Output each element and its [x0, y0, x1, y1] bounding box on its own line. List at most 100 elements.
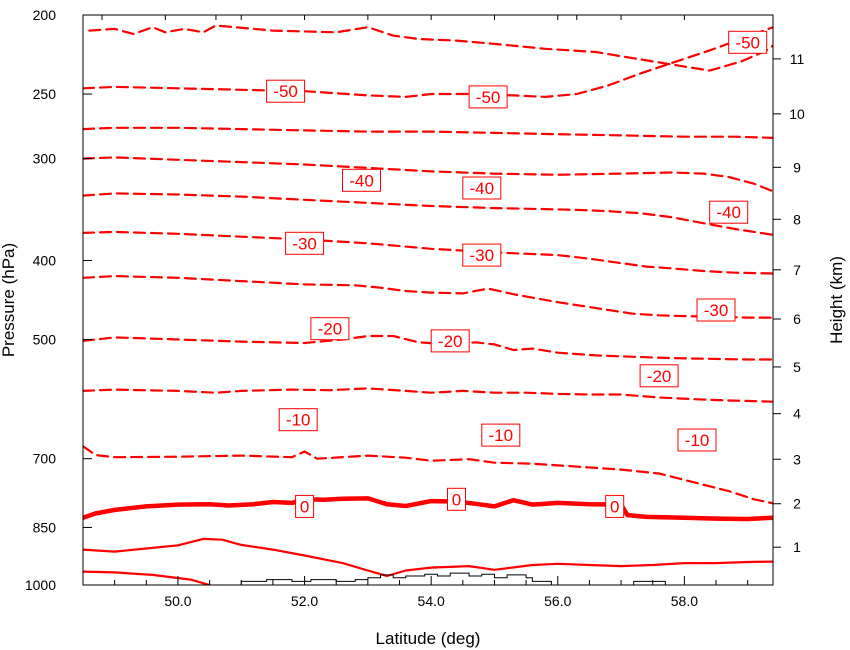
- contour-label: -40: [709, 200, 749, 224]
- contour-label: -30: [462, 243, 502, 267]
- y-axis-left-label: Pressure (hPa): [0, 243, 18, 357]
- right-tick-label: 9: [793, 159, 801, 175]
- top-ticks: [101, 15, 685, 20]
- contour-label-box: [278, 408, 318, 432]
- contour-label-text: 0: [452, 490, 461, 509]
- terrain-outline: [240, 572, 666, 585]
- contour-neg35: [83, 192, 773, 236]
- y-tick-label: 1000: [25, 577, 56, 593]
- contour-label: -20: [310, 317, 350, 341]
- contour-label-box: [481, 423, 521, 447]
- contour-neg50: [83, 26, 773, 98]
- contour-labels: -50 -50 -50 -40 -40 -40 -30 -30 -30 -20 -20 -20 -10 -…: [266, 30, 768, 518]
- contour-label-text: -30: [704, 301, 729, 320]
- contour-label-box: [696, 298, 736, 322]
- contour-label: -40: [462, 176, 502, 200]
- right-tick-label: 6: [793, 311, 801, 327]
- contour-neg40: [83, 156, 773, 193]
- contour-label-box: [285, 231, 325, 255]
- contour-neg10: [83, 445, 773, 505]
- contour-label-box: [266, 79, 306, 103]
- contour-label-text: -50: [735, 33, 760, 52]
- contour-solid-low-1: [83, 537, 773, 578]
- contour-label-box: [468, 85, 508, 109]
- contour-zero: [83, 496, 773, 522]
- right-tick-label: 5: [793, 359, 801, 375]
- contour-label-text: -50: [273, 82, 298, 101]
- right-tick-label: 10: [789, 106, 805, 122]
- contour-label-text: 0: [610, 497, 619, 516]
- contour-label-text: 0: [300, 497, 309, 516]
- contour-neg20: [83, 334, 773, 361]
- contour-neg50-top: [88, 24, 773, 72]
- y-tick-label: 400: [33, 252, 57, 268]
- y-tick-label: 850: [33, 519, 57, 535]
- contour-label-text: -20: [318, 320, 343, 339]
- x-axis-label: Latitude (deg): [376, 629, 481, 648]
- contour-label-box: [462, 243, 502, 267]
- contour-label: -50: [468, 85, 508, 109]
- contour-label-box: [310, 317, 350, 341]
- contour-label: 0: [605, 494, 625, 518]
- contour-label: -40: [342, 168, 381, 192]
- contour-label-text: -20: [438, 332, 463, 351]
- contour-label-text: -30: [292, 234, 317, 253]
- contour-label-text: -30: [470, 246, 495, 265]
- contour-label-box: [728, 30, 768, 54]
- contour-solid-low-2: [83, 570, 211, 585]
- right-tick-label: 4: [793, 406, 801, 422]
- contour-label-text: -40: [349, 171, 374, 190]
- right-tick-label: 7: [793, 262, 801, 278]
- terrain-outline-2: [633, 580, 666, 585]
- contour-label-box: [639, 364, 679, 388]
- contour-label: -10: [677, 428, 717, 452]
- y-axis-right-ticks: 1 2 3 4 5 6 7 8 9 10 11: [773, 51, 805, 555]
- contour-neg30: [83, 230, 773, 275]
- contour-label: 0: [447, 487, 466, 511]
- contour-label: 0: [295, 494, 315, 518]
- x-tick-label: 56.0: [544, 593, 571, 609]
- contour-label-text: -10: [685, 431, 710, 450]
- contour-label-text: -20: [647, 367, 672, 386]
- contour-label-text: -50: [476, 88, 501, 107]
- right-tick-label: 3: [793, 451, 801, 467]
- right-tick-label: 1: [793, 539, 801, 555]
- contour-label: -20: [430, 329, 470, 353]
- contour-neg25: [83, 275, 773, 319]
- contour-label-box: [447, 487, 466, 511]
- contour-label: -10: [278, 408, 318, 432]
- contour-label-box: [605, 494, 625, 518]
- x-tick-label: 58.0: [671, 593, 698, 609]
- contour-label-text: -10: [489, 426, 514, 445]
- y-axis-right-label: Height (km): [827, 256, 846, 344]
- plot-frame: [82, 14, 774, 586]
- contour-label-box: [430, 329, 470, 353]
- x-tick-label: 50.0: [164, 593, 191, 609]
- y-tick-label: 250: [33, 86, 57, 102]
- contour-label: -10: [481, 423, 521, 447]
- contour-label-text: -10: [286, 411, 311, 430]
- x-tick-label: 52.0: [291, 593, 318, 609]
- contour-label-box: [677, 428, 717, 452]
- y-axis-left-ticks: 200 250 300 400 500 700 850 1000: [25, 7, 92, 593]
- x-axis-ticks: 50.0 52.0 54.0 56.0 58.0: [82, 576, 749, 609]
- right-tick-label: 11: [790, 51, 805, 67]
- contour-label: -30: [285, 231, 325, 255]
- contour-label-box: [342, 168, 381, 192]
- contour-neg45: [83, 126, 773, 139]
- right-tick-label: 8: [793, 211, 801, 227]
- contour-label: -50: [266, 79, 306, 103]
- x-tick-label: 54.0: [418, 593, 445, 609]
- contour-label: -30: [696, 298, 736, 322]
- y-tick-label: 700: [33, 451, 57, 467]
- contour-label: -20: [639, 364, 679, 388]
- contour-label-box: [462, 176, 502, 200]
- terrain-outline-1: [240, 572, 552, 585]
- right-tick-label: 2: [793, 496, 801, 512]
- contour-label-box: [295, 494, 315, 518]
- y-tick-label: 200: [33, 7, 57, 23]
- contour-label-text: -40: [470, 179, 495, 198]
- contour-label: -50: [728, 30, 768, 54]
- y-tick-label: 500: [33, 332, 57, 348]
